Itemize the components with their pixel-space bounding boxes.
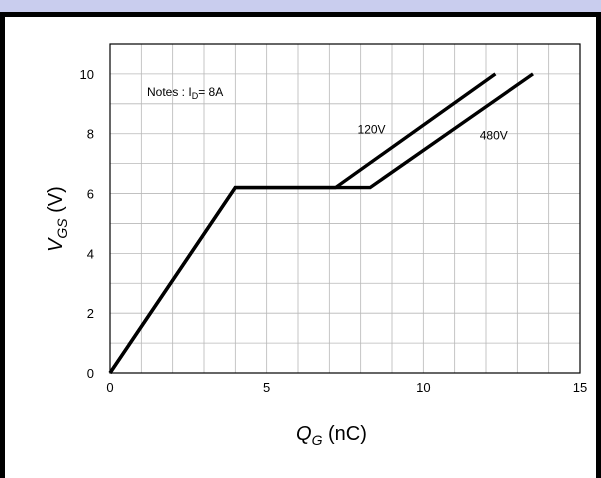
y-tick-label: 0 xyxy=(87,366,94,381)
series-line-480v xyxy=(108,72,534,374)
notes-annotation: Notes : ID= 8A xyxy=(147,85,223,101)
x-tick-label: 5 xyxy=(263,380,270,395)
y-tick-label: 4 xyxy=(87,246,94,261)
x-tick-label: 15 xyxy=(573,380,587,395)
x-tick-label: 10 xyxy=(416,380,430,395)
y-tick-label: 8 xyxy=(87,127,94,142)
series-label-120v: 120V xyxy=(358,123,386,137)
header-band xyxy=(0,0,601,12)
y-tick-label: 6 xyxy=(87,187,94,202)
outer-border xyxy=(0,12,601,478)
y-tick-label: 2 xyxy=(87,306,94,321)
x-axis-title: QG (nC) xyxy=(296,423,367,448)
series-label-480v: 480V xyxy=(480,129,508,143)
y-tick-label: 10 xyxy=(80,67,94,82)
plot-frame xyxy=(109,43,581,374)
y-axis-title: VGS (V) xyxy=(45,186,70,252)
x-tick-labels: 0 5 10 15 xyxy=(106,380,587,395)
series-lines xyxy=(108,72,534,374)
series-labels: 120V 480V xyxy=(358,123,508,143)
y-tick-labels: 0 2 4 6 8 10 xyxy=(80,67,94,381)
x-tick-label: 0 xyxy=(106,380,113,395)
grid xyxy=(110,44,580,373)
